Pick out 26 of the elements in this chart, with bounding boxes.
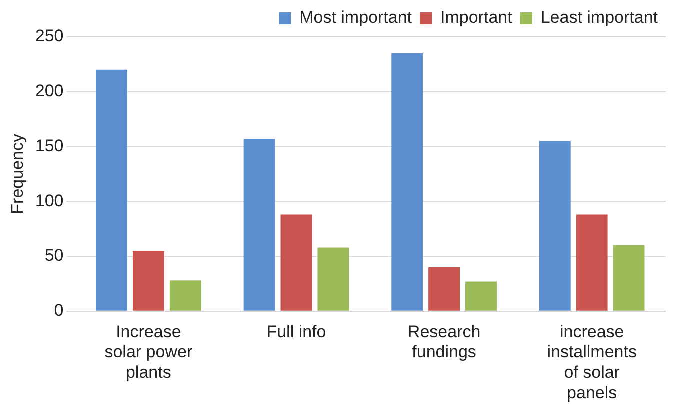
legend-label: Important: [440, 8, 513, 28]
bar: [132, 251, 164, 311]
bar: [170, 280, 202, 311]
x-tick-label: increase installments of solar panels: [547, 322, 637, 402]
y-tick-label: 150: [35, 136, 64, 156]
bar: [96, 70, 128, 311]
y-tick-label: 0: [54, 301, 64, 320]
legend-label: Most important: [300, 8, 412, 28]
x-tick-label: Full info: [266, 322, 326, 342]
bar: [318, 248, 350, 311]
y-tick-label: 50: [44, 246, 64, 266]
y-tick-label: 100: [35, 191, 64, 210]
bar: [428, 267, 460, 311]
x-tick-label: Research fundings: [408, 322, 481, 362]
bar: [392, 53, 424, 311]
y-tick-label: 250: [35, 26, 64, 46]
bar: [466, 282, 497, 311]
bar: [576, 214, 608, 311]
y-axis-title: Frequency: [8, 134, 27, 214]
bar: [613, 246, 645, 311]
bar: [280, 214, 312, 311]
legend-label: Least important: [540, 8, 658, 28]
bar: [244, 139, 276, 311]
x-tick-label: Increase solar power plants: [104, 322, 193, 382]
y-tick-label: 200: [35, 82, 64, 101]
bar: [539, 141, 571, 311]
